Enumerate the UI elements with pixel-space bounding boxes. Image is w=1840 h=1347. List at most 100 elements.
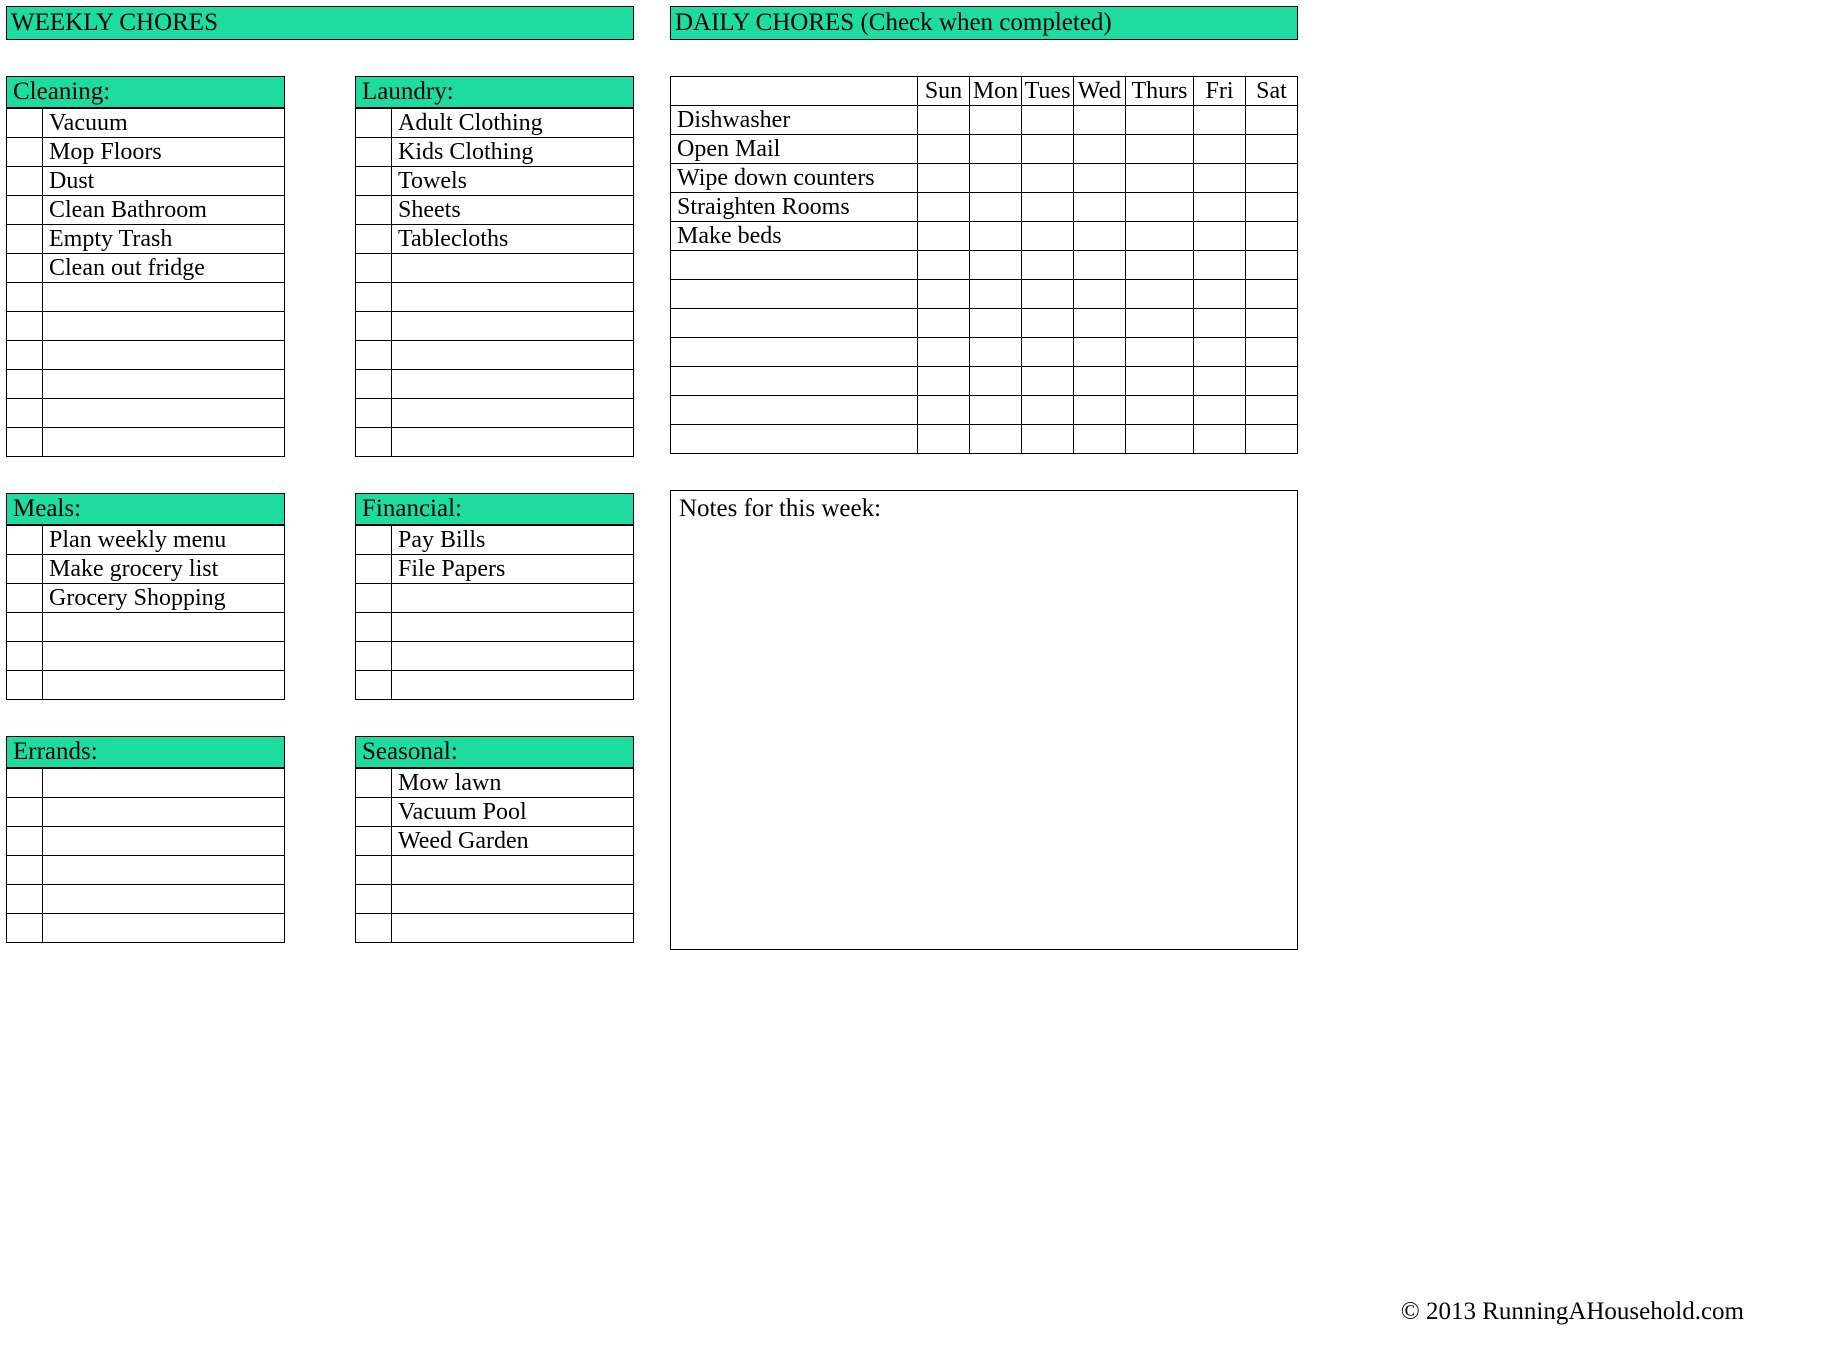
daily-checkbox-cell[interactable] [970,425,1022,454]
checkbox-cell[interactable] [356,885,392,914]
daily-checkbox-cell[interactable] [1022,251,1074,280]
daily-checkbox-cell[interactable] [1246,106,1298,135]
daily-checkbox-cell[interactable] [1126,135,1194,164]
daily-checkbox-cell[interactable] [970,222,1022,251]
checkbox-cell[interactable] [356,167,392,196]
checkbox-cell[interactable] [7,671,43,700]
checkbox-cell[interactable] [7,109,43,138]
daily-checkbox-cell[interactable] [918,193,970,222]
checkbox-cell[interactable] [7,341,43,370]
daily-checkbox-cell[interactable] [970,280,1022,309]
checkbox-cell[interactable] [7,196,43,225]
daily-checkbox-cell[interactable] [1246,396,1298,425]
daily-checkbox-cell[interactable] [1074,338,1126,367]
daily-checkbox-cell[interactable] [1126,425,1194,454]
daily-checkbox-cell[interactable] [1126,106,1194,135]
checkbox-cell[interactable] [356,196,392,225]
daily-checkbox-cell[interactable] [1074,367,1126,396]
checkbox-cell[interactable] [356,555,392,584]
checkbox-cell[interactable] [356,526,392,555]
daily-checkbox-cell[interactable] [1246,425,1298,454]
daily-checkbox-cell[interactable] [970,193,1022,222]
checkbox-cell[interactable] [7,138,43,167]
daily-checkbox-cell[interactable] [1126,367,1194,396]
checkbox-cell[interactable] [356,827,392,856]
daily-checkbox-cell[interactable] [918,396,970,425]
daily-checkbox-cell[interactable] [1246,367,1298,396]
daily-checkbox-cell[interactable] [1246,251,1298,280]
daily-checkbox-cell[interactable] [1246,193,1298,222]
checkbox-cell[interactable] [7,225,43,254]
daily-checkbox-cell[interactable] [1022,193,1074,222]
checkbox-cell[interactable] [7,167,43,196]
daily-checkbox-cell[interactable] [1022,309,1074,338]
daily-checkbox-cell[interactable] [1126,164,1194,193]
daily-checkbox-cell[interactable] [1194,135,1246,164]
daily-checkbox-cell[interactable] [918,222,970,251]
daily-checkbox-cell[interactable] [1194,367,1246,396]
daily-checkbox-cell[interactable] [1074,425,1126,454]
daily-checkbox-cell[interactable] [1074,280,1126,309]
daily-checkbox-cell[interactable] [1074,251,1126,280]
checkbox-cell[interactable] [356,283,392,312]
daily-checkbox-cell[interactable] [1246,164,1298,193]
checkbox-cell[interactable] [7,642,43,671]
daily-checkbox-cell[interactable] [1126,338,1194,367]
daily-checkbox-cell[interactable] [1246,280,1298,309]
daily-checkbox-cell[interactable] [1126,280,1194,309]
checkbox-cell[interactable] [356,798,392,827]
daily-checkbox-cell[interactable] [970,251,1022,280]
daily-checkbox-cell[interactable] [1022,425,1074,454]
daily-checkbox-cell[interactable] [1194,251,1246,280]
daily-checkbox-cell[interactable] [1074,222,1126,251]
daily-checkbox-cell[interactable] [1022,135,1074,164]
checkbox-cell[interactable] [7,254,43,283]
daily-checkbox-cell[interactable] [1126,396,1194,425]
daily-checkbox-cell[interactable] [918,309,970,338]
checkbox-cell[interactable] [7,885,43,914]
daily-checkbox-cell[interactable] [970,135,1022,164]
checkbox-cell[interactable] [356,769,392,798]
checkbox-cell[interactable] [356,370,392,399]
daily-checkbox-cell[interactable] [918,164,970,193]
daily-checkbox-cell[interactable] [1246,135,1298,164]
daily-checkbox-cell[interactable] [1126,193,1194,222]
checkbox-cell[interactable] [356,254,392,283]
daily-checkbox-cell[interactable] [918,280,970,309]
daily-checkbox-cell[interactable] [970,367,1022,396]
checkbox-cell[interactable] [7,827,43,856]
checkbox-cell[interactable] [356,584,392,613]
daily-checkbox-cell[interactable] [1194,280,1246,309]
daily-checkbox-cell[interactable] [1022,222,1074,251]
daily-checkbox-cell[interactable] [1126,222,1194,251]
daily-checkbox-cell[interactable] [1022,106,1074,135]
checkbox-cell[interactable] [7,584,43,613]
daily-checkbox-cell[interactable] [918,425,970,454]
daily-checkbox-cell[interactable] [970,309,1022,338]
daily-checkbox-cell[interactable] [918,251,970,280]
daily-checkbox-cell[interactable] [1194,106,1246,135]
checkbox-cell[interactable] [356,225,392,254]
daily-checkbox-cell[interactable] [970,106,1022,135]
daily-checkbox-cell[interactable] [1194,338,1246,367]
daily-checkbox-cell[interactable] [918,338,970,367]
daily-checkbox-cell[interactable] [1194,164,1246,193]
checkbox-cell[interactable] [356,914,392,943]
daily-checkbox-cell[interactable] [1194,309,1246,338]
daily-checkbox-cell[interactable] [1022,280,1074,309]
daily-checkbox-cell[interactable] [1126,251,1194,280]
daily-checkbox-cell[interactable] [1074,106,1126,135]
daily-checkbox-cell[interactable] [1074,164,1126,193]
daily-checkbox-cell[interactable] [1194,193,1246,222]
daily-checkbox-cell[interactable] [970,396,1022,425]
checkbox-cell[interactable] [7,526,43,555]
daily-checkbox-cell[interactable] [1022,367,1074,396]
daily-checkbox-cell[interactable] [1074,193,1126,222]
daily-checkbox-cell[interactable] [918,135,970,164]
checkbox-cell[interactable] [7,370,43,399]
checkbox-cell[interactable] [356,138,392,167]
checkbox-cell[interactable] [7,555,43,584]
daily-checkbox-cell[interactable] [1074,309,1126,338]
checkbox-cell[interactable] [7,283,43,312]
daily-checkbox-cell[interactable] [1246,222,1298,251]
